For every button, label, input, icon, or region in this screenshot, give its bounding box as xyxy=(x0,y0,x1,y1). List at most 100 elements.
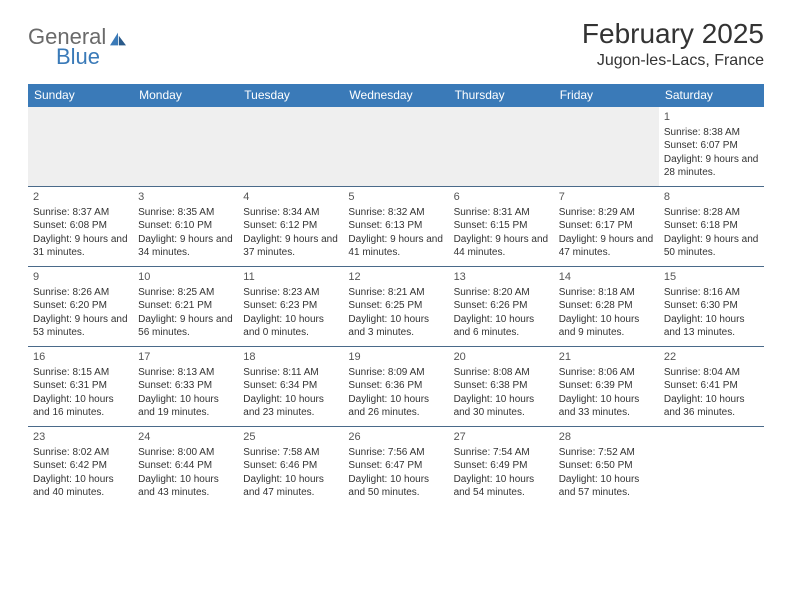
daylight-text: Daylight: 9 hours and 31 minutes. xyxy=(33,233,128,260)
calendar-cell xyxy=(554,107,659,187)
sunrise-text: Sunrise: 8:29 AM xyxy=(559,206,654,220)
day-number: 16 xyxy=(33,350,128,365)
day-number: 14 xyxy=(559,270,654,285)
day-number: 21 xyxy=(559,350,654,365)
daylight-text: Daylight: 9 hours and 47 minutes. xyxy=(559,233,654,260)
day-number: 22 xyxy=(664,350,759,365)
day-number: 10 xyxy=(138,270,233,285)
calendar-cell: 25Sunrise: 7:58 AMSunset: 6:46 PMDayligh… xyxy=(238,426,343,506)
sunrise-text: Sunrise: 8:16 AM xyxy=(664,286,759,300)
day-number: 9 xyxy=(33,270,128,285)
sunset-text: Sunset: 6:12 PM xyxy=(243,219,338,233)
day-number: 23 xyxy=(33,430,128,445)
daylight-text: Daylight: 10 hours and 0 minutes. xyxy=(243,313,338,340)
day-header: Thursday xyxy=(449,84,554,107)
calendar-week-row: 9Sunrise: 8:26 AMSunset: 6:20 PMDaylight… xyxy=(28,266,764,346)
day-number: 6 xyxy=(454,190,549,205)
sunset-text: Sunset: 6:28 PM xyxy=(559,299,654,313)
calendar-cell: 11Sunrise: 8:23 AMSunset: 6:23 PMDayligh… xyxy=(238,266,343,346)
sunrise-text: Sunrise: 8:31 AM xyxy=(454,206,549,220)
sunrise-text: Sunrise: 7:54 AM xyxy=(454,446,549,460)
daylight-text: Daylight: 9 hours and 41 minutes. xyxy=(348,233,443,260)
logo-text-blue: Blue xyxy=(56,44,100,70)
day-number: 1 xyxy=(664,110,759,125)
calendar-cell: 5Sunrise: 8:32 AMSunset: 6:13 PMDaylight… xyxy=(343,186,448,266)
calendar-cell: 16Sunrise: 8:15 AMSunset: 6:31 PMDayligh… xyxy=(28,346,133,426)
day-number: 25 xyxy=(243,430,338,445)
day-number: 7 xyxy=(559,190,654,205)
daylight-text: Daylight: 10 hours and 47 minutes. xyxy=(243,473,338,500)
daylight-text: Daylight: 10 hours and 43 minutes. xyxy=(138,473,233,500)
daylight-text: Daylight: 10 hours and 30 minutes. xyxy=(454,393,549,420)
calendar-week-row: 2Sunrise: 8:37 AMSunset: 6:08 PMDaylight… xyxy=(28,186,764,266)
header: GeneralBlue February 2025 Jugon-les-Lacs… xyxy=(28,18,764,70)
calendar-head: Sunday Monday Tuesday Wednesday Thursday… xyxy=(28,84,764,107)
logo: GeneralBlue xyxy=(28,24,129,70)
sunset-text: Sunset: 6:46 PM xyxy=(243,459,338,473)
daylight-text: Daylight: 9 hours and 34 minutes. xyxy=(138,233,233,260)
daylight-text: Daylight: 10 hours and 40 minutes. xyxy=(33,473,128,500)
sunrise-text: Sunrise: 8:08 AM xyxy=(454,366,549,380)
sunrise-text: Sunrise: 8:00 AM xyxy=(138,446,233,460)
sunset-text: Sunset: 6:49 PM xyxy=(454,459,549,473)
sunrise-text: Sunrise: 8:20 AM xyxy=(454,286,549,300)
daylight-text: Daylight: 9 hours and 53 minutes. xyxy=(33,313,128,340)
sunset-text: Sunset: 6:26 PM xyxy=(454,299,549,313)
calendar-cell: 8Sunrise: 8:28 AMSunset: 6:18 PMDaylight… xyxy=(659,186,764,266)
sunrise-text: Sunrise: 8:38 AM xyxy=(664,126,759,140)
calendar-cell: 17Sunrise: 8:13 AMSunset: 6:33 PMDayligh… xyxy=(133,346,238,426)
calendar-week-row: 1Sunrise: 8:38 AMSunset: 6:07 PMDaylight… xyxy=(28,107,764,187)
calendar-cell: 19Sunrise: 8:09 AMSunset: 6:36 PMDayligh… xyxy=(343,346,448,426)
daylight-text: Daylight: 10 hours and 6 minutes. xyxy=(454,313,549,340)
calendar-cell: 21Sunrise: 8:06 AMSunset: 6:39 PMDayligh… xyxy=(554,346,659,426)
calendar-cell: 14Sunrise: 8:18 AMSunset: 6:28 PMDayligh… xyxy=(554,266,659,346)
daylight-text: Daylight: 10 hours and 3 minutes. xyxy=(348,313,443,340)
day-number: 27 xyxy=(454,430,549,445)
calendar-week-row: 23Sunrise: 8:02 AMSunset: 6:42 PMDayligh… xyxy=(28,426,764,506)
sunset-text: Sunset: 6:39 PM xyxy=(559,379,654,393)
day-number: 20 xyxy=(454,350,549,365)
sunset-text: Sunset: 6:17 PM xyxy=(559,219,654,233)
calendar-cell: 2Sunrise: 8:37 AMSunset: 6:08 PMDaylight… xyxy=(28,186,133,266)
daylight-text: Daylight: 10 hours and 19 minutes. xyxy=(138,393,233,420)
sunrise-text: Sunrise: 8:21 AM xyxy=(348,286,443,300)
day-number: 18 xyxy=(243,350,338,365)
calendar-cell: 3Sunrise: 8:35 AMSunset: 6:10 PMDaylight… xyxy=(133,186,238,266)
sunrise-text: Sunrise: 8:09 AM xyxy=(348,366,443,380)
daylight-text: Daylight: 10 hours and 23 minutes. xyxy=(243,393,338,420)
title-block: February 2025 Jugon-les-Lacs, France xyxy=(582,18,764,70)
calendar-cell xyxy=(238,107,343,187)
day-header: Friday xyxy=(554,84,659,107)
sunrise-text: Sunrise: 8:34 AM xyxy=(243,206,338,220)
sunset-text: Sunset: 6:15 PM xyxy=(454,219,549,233)
sunset-text: Sunset: 6:42 PM xyxy=(33,459,128,473)
calendar-cell: 1Sunrise: 8:38 AMSunset: 6:07 PMDaylight… xyxy=(659,107,764,187)
sunset-text: Sunset: 6:31 PM xyxy=(33,379,128,393)
calendar-cell: 20Sunrise: 8:08 AMSunset: 6:38 PMDayligh… xyxy=(449,346,554,426)
sunset-text: Sunset: 6:44 PM xyxy=(138,459,233,473)
sunset-text: Sunset: 6:10 PM xyxy=(138,219,233,233)
calendar-cell: 7Sunrise: 8:29 AMSunset: 6:17 PMDaylight… xyxy=(554,186,659,266)
sunrise-text: Sunrise: 8:35 AM xyxy=(138,206,233,220)
day-number: 3 xyxy=(138,190,233,205)
day-header: Wednesday xyxy=(343,84,448,107)
sunset-text: Sunset: 6:33 PM xyxy=(138,379,233,393)
sunrise-text: Sunrise: 8:32 AM xyxy=(348,206,443,220)
sunset-text: Sunset: 6:08 PM xyxy=(33,219,128,233)
calendar-cell xyxy=(449,107,554,187)
sunset-text: Sunset: 6:21 PM xyxy=(138,299,233,313)
sunrise-text: Sunrise: 8:25 AM xyxy=(138,286,233,300)
day-header: Monday xyxy=(133,84,238,107)
daylight-text: Daylight: 9 hours and 50 minutes. xyxy=(664,233,759,260)
sunrise-text: Sunrise: 7:52 AM xyxy=(559,446,654,460)
day-number: 11 xyxy=(243,270,338,285)
logo-sail-icon xyxy=(107,31,129,47)
day-number: 12 xyxy=(348,270,443,285)
sunset-text: Sunset: 6:18 PM xyxy=(664,219,759,233)
calendar-body: 1Sunrise: 8:38 AMSunset: 6:07 PMDaylight… xyxy=(28,107,764,507)
day-header: Saturday xyxy=(659,84,764,107)
calendar-cell: 4Sunrise: 8:34 AMSunset: 6:12 PMDaylight… xyxy=(238,186,343,266)
sunrise-text: Sunrise: 8:37 AM xyxy=(33,206,128,220)
sunrise-text: Sunrise: 8:13 AM xyxy=(138,366,233,380)
day-header: Sunday xyxy=(28,84,133,107)
